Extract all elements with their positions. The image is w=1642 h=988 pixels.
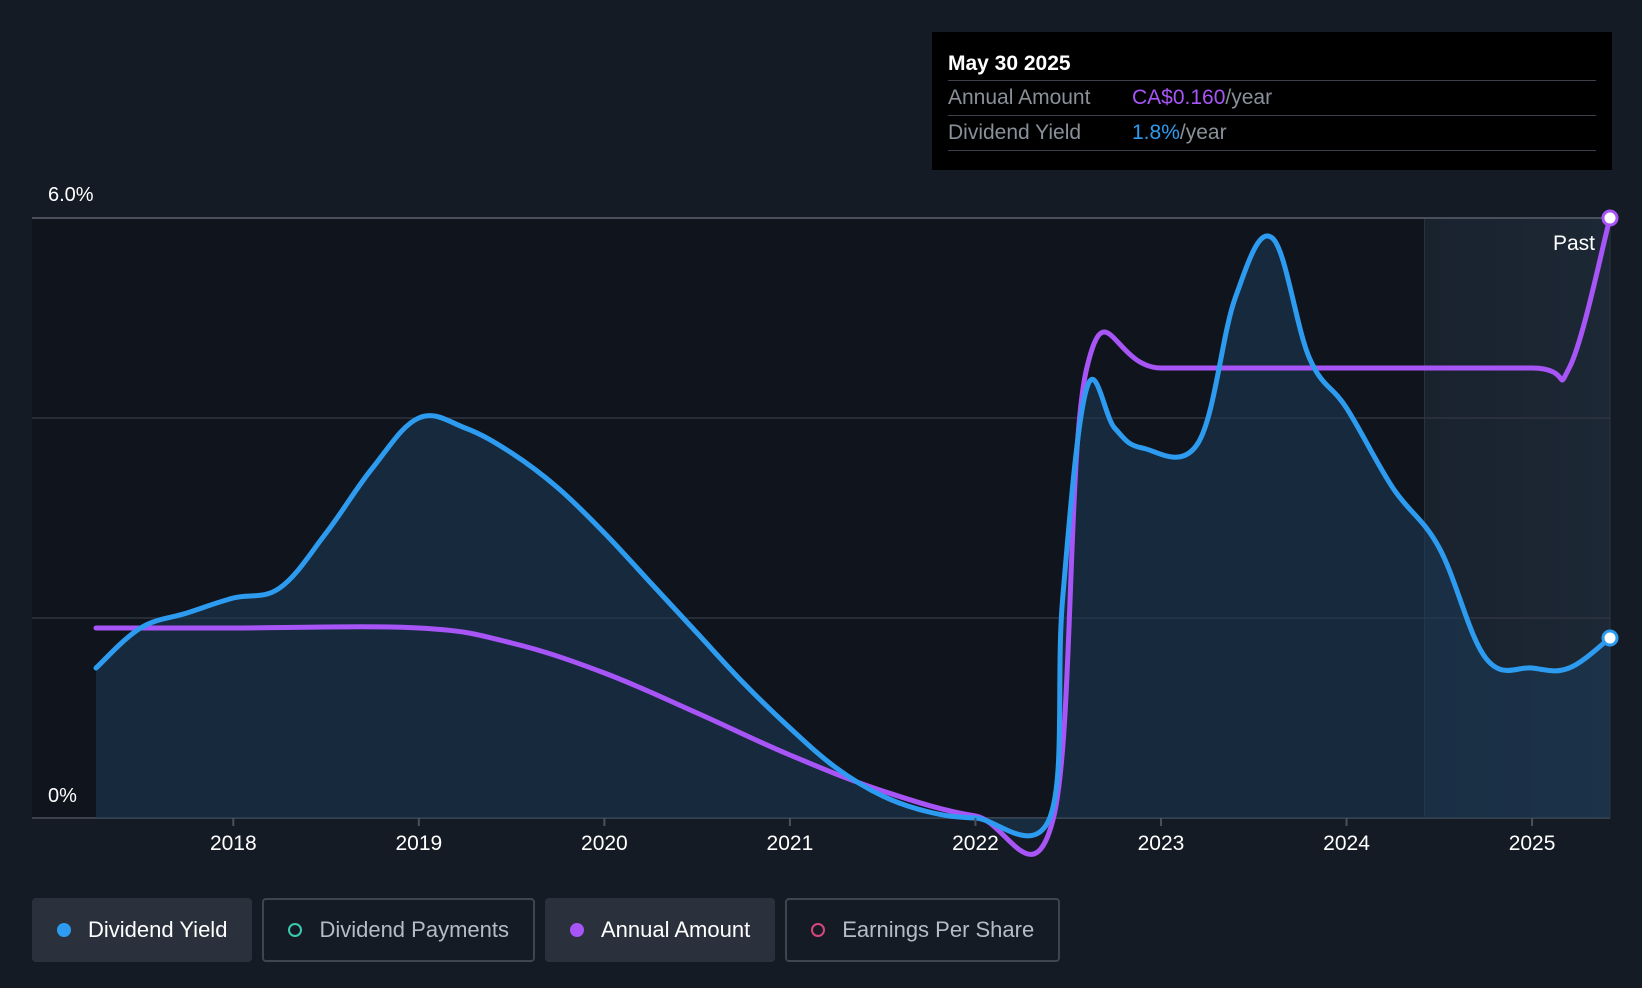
legend-dividend-yield[interactable]: Dividend Yield — [32, 898, 253, 962]
legend-label: Dividend Yield — [88, 917, 228, 942]
tooltip: May 30 2025 Annual Amount CA$0.160 /year… — [932, 32, 1612, 170]
legend: Dividend Yield Dividend Payments Annual … — [32, 898, 1061, 962]
tooltip-yield-row: Dividend Yield 1.8% /year — [948, 115, 1596, 151]
x-tick-label: 2020 — [581, 832, 628, 855]
annual-amount-end-marker — [1601, 209, 1619, 227]
past-label: Past — [1553, 232, 1595, 255]
x-tick-label: 2018 — [210, 832, 257, 855]
y-tick-label: 0% — [48, 785, 77, 807]
tooltip-yield-unit: /year — [1179, 121, 1227, 144]
y-tick-label: 6.0% — [48, 184, 94, 206]
y-axis-labels: 6.0% 0% — [48, 184, 94, 807]
x-tick-label: 2023 — [1138, 832, 1185, 855]
legend-annual-amount[interactable]: Annual Amount — [544, 898, 776, 962]
annual-amount-line — [93, 215, 1613, 857]
earnings-per-share-ring-icon — [811, 923, 826, 937]
annual-amount-dot-icon — [569, 923, 584, 937]
x-tick-label: 2024 — [1323, 832, 1370, 855]
dividend-yield-end-marker — [1601, 629, 1619, 647]
dividend-yield-area — [96, 235, 1610, 836]
legend-dividend-payments[interactable]: Dividend Payments — [262, 898, 535, 962]
x-tick-label: 2019 — [395, 832, 442, 855]
dividend-payments-ring-icon — [288, 923, 303, 937]
x-axis-ticks: 2018 2019 2020 2021 2022 2023 2024 2025 — [210, 818, 1555, 855]
tooltip-yield-label: Dividend Yield — [948, 121, 1082, 144]
legend-label: Annual Amount — [600, 917, 751, 942]
dividend-yield-dot-icon — [57, 923, 71, 937]
tooltip-annual-unit: /year — [1225, 86, 1273, 109]
x-tick-label: 2021 — [767, 832, 814, 855]
legend-earnings-per-share[interactable]: Earnings Per Share — [785, 898, 1061, 962]
legend-label: Dividend Payments — [319, 917, 509, 942]
legend-label: Earnings Per Share — [842, 917, 1035, 942]
x-tick-label: 2022 — [952, 832, 999, 855]
tooltip-yield-value: 1.8% — [1132, 121, 1180, 144]
tooltip-annual-label: Annual Amount — [948, 86, 1091, 109]
x-tick-label: 2025 — [1509, 832, 1556, 855]
tooltip-annual-value: CA$0.160 — [1132, 86, 1226, 109]
tooltip-date: May 30 2025 — [948, 52, 1071, 75]
tooltip-annual-row: Annual Amount CA$0.160 /year — [948, 80, 1596, 115]
